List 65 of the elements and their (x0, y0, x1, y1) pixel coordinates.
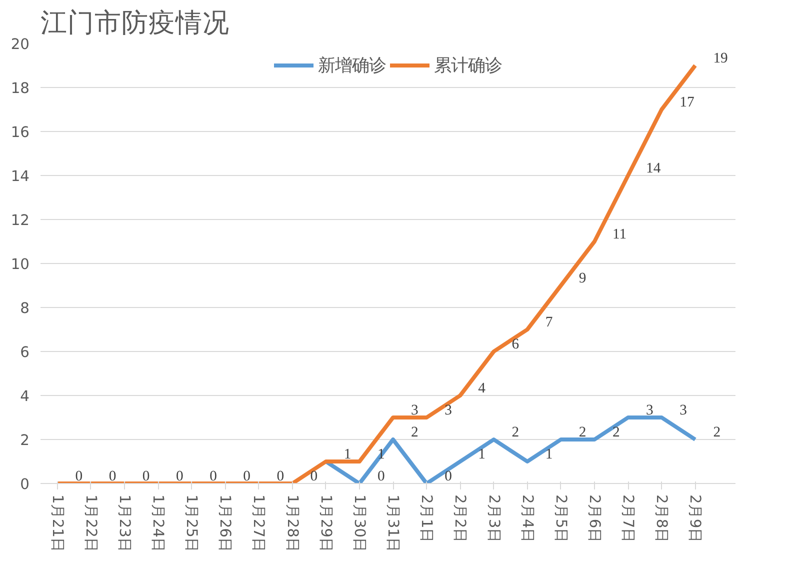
data-label: 2 (578, 424, 586, 440)
legend-label: 累计确诊 (434, 55, 502, 77)
data-label: 14 (646, 160, 662, 176)
x-tick-label: 2月2日 (452, 494, 469, 544)
data-label: 2 (713, 424, 721, 440)
data-label: 9 (578, 270, 586, 286)
y-tick-label: 4 (20, 388, 30, 405)
x-tick-label: 1月28日 (284, 494, 301, 552)
data-label: 0 (276, 468, 284, 484)
data-label: 3 (411, 402, 418, 418)
x-tick-label: 2月8日 (653, 494, 670, 544)
x-tick-label: 2月7日 (620, 494, 637, 544)
data-label: 7 (545, 314, 553, 330)
x-tick-label: 2月9日 (686, 494, 704, 544)
x-tick-label: 2月1日 (418, 494, 436, 544)
x-tick-label: 1月27日 (250, 494, 268, 552)
y-tick-label: 0 (20, 476, 30, 493)
data-label: 1 (344, 446, 352, 462)
x-tick-label: 1月26日 (216, 494, 234, 552)
data-label: 0 (75, 468, 83, 484)
data-label: 19 (713, 50, 728, 66)
data-label: 3 (444, 402, 452, 418)
x-tick-label: 1月24日 (150, 494, 167, 552)
y-tick-label: 12 (10, 212, 30, 229)
x-tick-label: 2月3日 (485, 494, 502, 544)
data-label: 1 (478, 446, 486, 462)
data-label: 3 (680, 402, 687, 418)
data-label: 2 (612, 424, 620, 440)
data-label: 0 (377, 468, 385, 484)
data-label: 0 (210, 468, 217, 484)
data-label: 4 (478, 380, 486, 396)
data-label: 6 (512, 336, 520, 352)
x-tick-label: 2月6日 (586, 494, 603, 544)
y-tick-label: 20 (10, 36, 30, 53)
x-tick-label: 1月23日 (116, 494, 133, 552)
data-label: 0 (444, 468, 452, 484)
y-tick-label: 8 (20, 300, 30, 317)
chart-title: 江门市防疫情况 (40, 8, 230, 38)
y-tick-label: 18 (10, 80, 30, 97)
data-label: 1 (545, 446, 553, 462)
legend-label: 新增确诊 (318, 55, 386, 77)
data-label: 0 (176, 468, 184, 484)
y-tick-label: 10 (10, 256, 30, 273)
data-label: 2 (411, 424, 418, 440)
data-label: 0 (142, 468, 150, 484)
y-tick-label: 14 (10, 168, 30, 185)
data-label: 0 (243, 468, 250, 484)
x-tick-label: 1月30日 (350, 494, 368, 552)
y-tick-label: 6 (20, 344, 30, 361)
x-tick-label: 2月5日 (552, 494, 570, 544)
data-label: 0 (108, 468, 116, 484)
data-label: 11 (612, 226, 627, 242)
y-tick-label: 16 (10, 124, 30, 141)
line-series (324, 416, 698, 484)
data-label: 0 (310, 468, 318, 484)
data-label: 17 (680, 94, 694, 110)
data-label: 3 (646, 402, 654, 418)
x-tick-label: 1月22日 (82, 494, 100, 552)
x-tick-label: 1月21日 (48, 494, 66, 552)
data-label: 2 (512, 424, 520, 440)
x-tick-label: 1月25日 (183, 494, 200, 552)
x-tick-label: 1月29日 (317, 494, 334, 552)
x-tick-label: 2月4日 (518, 494, 536, 544)
x-tick-label: 1月31日 (384, 494, 402, 552)
y-tick-label: 2 (20, 432, 30, 449)
